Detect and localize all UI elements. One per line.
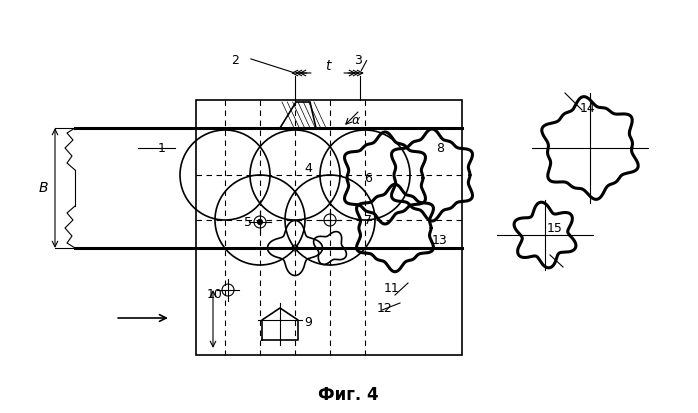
Text: 7: 7 xyxy=(364,214,372,226)
Text: 5: 5 xyxy=(244,216,252,228)
Text: α: α xyxy=(352,114,360,126)
Text: t: t xyxy=(325,59,330,73)
Bar xyxy=(196,100,462,355)
Text: 15: 15 xyxy=(547,221,563,235)
Text: 11: 11 xyxy=(384,282,400,294)
Text: 3: 3 xyxy=(354,54,362,66)
Text: 1: 1 xyxy=(158,142,166,154)
Text: 4: 4 xyxy=(304,161,312,175)
Text: 2: 2 xyxy=(231,54,239,66)
Text: 8: 8 xyxy=(436,142,444,154)
Text: 10: 10 xyxy=(207,289,223,301)
Text: 12: 12 xyxy=(377,301,393,315)
Text: B: B xyxy=(38,181,47,195)
Circle shape xyxy=(258,220,262,224)
Text: 14: 14 xyxy=(580,102,596,114)
Text: 13: 13 xyxy=(432,233,448,247)
Text: 9: 9 xyxy=(304,316,312,328)
Text: Фиг. 4: Фиг. 4 xyxy=(318,386,378,404)
Text: 6: 6 xyxy=(364,171,372,185)
